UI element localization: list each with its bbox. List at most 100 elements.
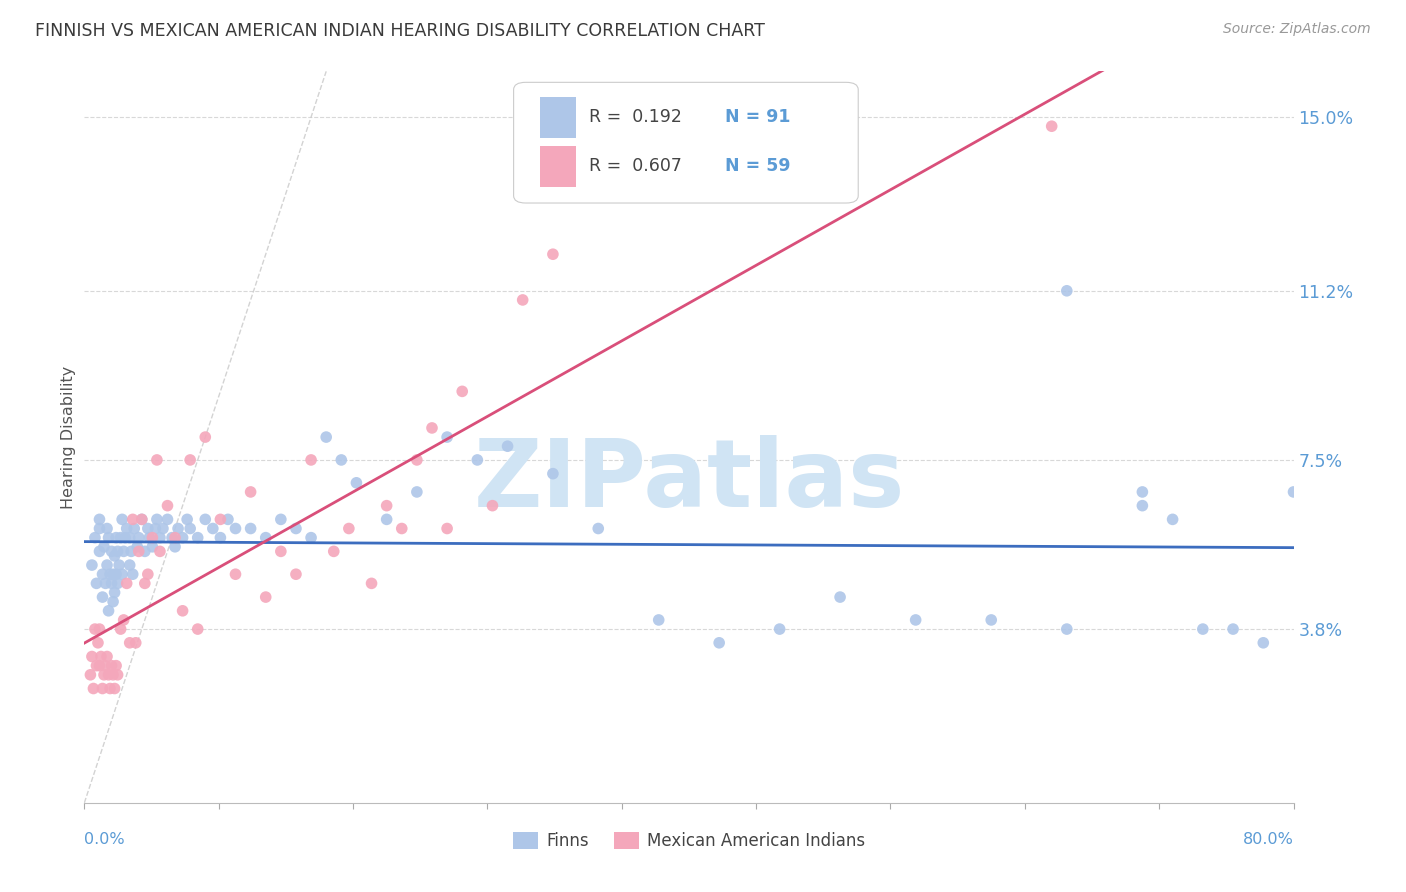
Point xyxy=(136,567,159,582)
Point xyxy=(1282,485,1305,500)
Point xyxy=(375,512,398,526)
Point xyxy=(201,521,224,535)
Point xyxy=(420,421,443,435)
Point xyxy=(97,604,120,618)
Point xyxy=(120,544,142,558)
Point xyxy=(179,521,201,535)
Point xyxy=(111,512,134,526)
Point xyxy=(769,622,792,636)
Point xyxy=(209,531,232,545)
Point xyxy=(86,576,108,591)
Point xyxy=(91,567,114,582)
Point xyxy=(89,512,111,526)
Point xyxy=(360,576,382,591)
Point xyxy=(270,512,292,526)
Point xyxy=(512,293,534,307)
Point xyxy=(149,531,172,545)
Point xyxy=(114,531,136,545)
Point xyxy=(980,613,1002,627)
Text: FINNISH VS MEXICAN AMERICAN INDIAN HEARING DISABILITY CORRELATION CHART: FINNISH VS MEXICAN AMERICAN INDIAN HEARI… xyxy=(35,22,765,40)
Point xyxy=(105,658,128,673)
Point xyxy=(239,521,262,535)
Point xyxy=(481,499,503,513)
Bar xyxy=(540,97,576,137)
Point xyxy=(337,521,360,535)
Point xyxy=(239,485,262,500)
Point xyxy=(648,613,671,627)
Point xyxy=(101,567,124,582)
Point xyxy=(141,531,163,545)
Point xyxy=(101,595,124,609)
Point xyxy=(104,681,127,696)
Point xyxy=(127,540,149,554)
Point xyxy=(146,453,169,467)
Point xyxy=(107,667,129,681)
Point xyxy=(115,521,138,535)
Point xyxy=(131,512,153,526)
Point xyxy=(96,558,118,573)
Point xyxy=(112,544,135,558)
Point xyxy=(98,567,121,582)
Point xyxy=(134,544,156,558)
Point xyxy=(96,521,118,535)
Point xyxy=(1056,284,1078,298)
Point xyxy=(122,521,145,535)
Point xyxy=(84,531,107,545)
Point xyxy=(118,531,141,545)
Point xyxy=(93,540,115,554)
Text: 0.0%: 0.0% xyxy=(84,832,125,847)
Point xyxy=(156,512,179,526)
Point xyxy=(89,658,111,673)
Point xyxy=(134,576,156,591)
Point xyxy=(141,540,163,554)
Point xyxy=(588,521,610,535)
Point xyxy=(105,567,128,582)
Point xyxy=(1161,512,1184,526)
Point xyxy=(209,512,232,526)
Point xyxy=(110,622,132,636)
Point xyxy=(496,439,519,453)
Point xyxy=(89,544,111,558)
Point xyxy=(330,453,353,467)
Point xyxy=(128,544,150,558)
Point xyxy=(111,567,134,582)
Point xyxy=(254,531,277,545)
Text: N = 59: N = 59 xyxy=(725,158,790,176)
Point xyxy=(112,613,135,627)
Point xyxy=(406,453,429,467)
Point xyxy=(107,544,129,558)
Point xyxy=(87,636,110,650)
Legend: Finns, Mexican American Indians: Finns, Mexican American Indians xyxy=(506,825,872,856)
Text: R =  0.192: R = 0.192 xyxy=(589,109,682,127)
Point xyxy=(90,649,112,664)
Point xyxy=(115,576,138,591)
Point xyxy=(285,567,308,582)
Point xyxy=(254,590,277,604)
Point xyxy=(1253,636,1275,650)
Point xyxy=(80,649,103,664)
Point xyxy=(101,667,124,681)
Point xyxy=(138,531,160,545)
Point xyxy=(145,521,167,535)
Text: ZIPatlas: ZIPatlas xyxy=(474,435,904,527)
Point xyxy=(904,613,927,627)
Point xyxy=(91,590,114,604)
Point xyxy=(1130,499,1153,513)
Point xyxy=(107,576,129,591)
Point xyxy=(100,576,122,591)
Point xyxy=(136,521,159,535)
FancyBboxPatch shape xyxy=(513,82,858,203)
Bar xyxy=(540,146,576,186)
Text: R =  0.607: R = 0.607 xyxy=(589,158,682,176)
Point xyxy=(375,499,398,513)
Point xyxy=(1130,485,1153,500)
Point xyxy=(125,636,148,650)
Point xyxy=(121,567,143,582)
Point xyxy=(89,521,111,535)
Point xyxy=(270,544,292,558)
Point xyxy=(121,512,143,526)
Point xyxy=(118,558,141,573)
Point xyxy=(84,622,107,636)
Point xyxy=(187,531,209,545)
Point xyxy=(110,531,132,545)
